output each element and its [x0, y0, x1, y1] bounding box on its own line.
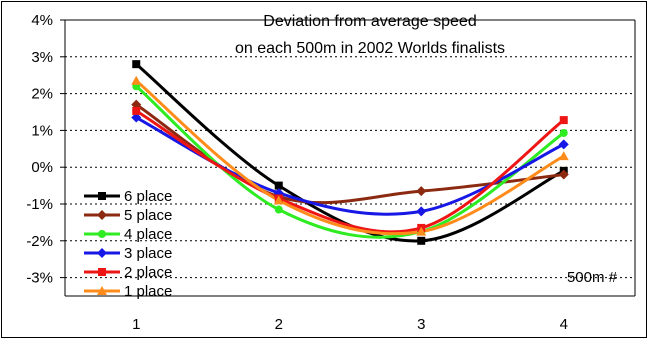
- legend-marker: [97, 286, 107, 295]
- chart-title-line-1: Deviation from average speed: [263, 13, 476, 30]
- legend-marker: [97, 248, 107, 258]
- data-point-marker: [131, 75, 142, 85]
- x-tick-label: 4: [560, 316, 568, 333]
- x-tick-label: 3: [417, 316, 425, 333]
- y-tick-label: 4%: [31, 12, 53, 29]
- x-axis-label: 500m #: [567, 269, 618, 286]
- y-tick-label: 1%: [31, 122, 53, 139]
- series-lines: [135, 63, 565, 243]
- data-point-marker: [558, 151, 569, 161]
- data-point-marker: [559, 128, 568, 137]
- data-point-marker: [417, 236, 426, 245]
- legend-label: 3 place: [124, 245, 172, 262]
- data-point-marker: [274, 205, 283, 214]
- data-point-marker: [416, 186, 427, 197]
- data-point-marker: [416, 206, 427, 217]
- x-tick-label: 1: [132, 316, 140, 333]
- legend-label: 4 place: [124, 226, 172, 243]
- series-line-6: [135, 79, 565, 236]
- data-point-marker: [416, 226, 427, 236]
- y-tick-labels: -3% -2% -1% 0% 1% 2% 3% 4%: [26, 12, 53, 287]
- legend-label: 5 place: [124, 207, 172, 224]
- series-line-5: [135, 109, 565, 234]
- data-point-marker: [559, 116, 568, 125]
- legend-label: 2 place: [124, 264, 172, 281]
- y-tick-label: -1%: [26, 196, 53, 213]
- y-tick-label: -2%: [26, 233, 53, 250]
- axes: [64, 19, 636, 297]
- chart-title-line-2: on each 500m in 2002 Worlds finalists: [235, 40, 505, 57]
- y-tick-label: 3%: [31, 49, 53, 66]
- y-tick-label: 2%: [31, 86, 53, 103]
- data-point-marker: [131, 112, 142, 123]
- data-point-marker: [558, 139, 569, 150]
- legend-label: 6 place: [124, 188, 172, 205]
- x-tick-labels: 1 2 3 4: [132, 316, 568, 333]
- data-point-marker: [558, 169, 569, 180]
- series-line-3: [135, 85, 565, 239]
- legend-label: 1 place: [124, 283, 172, 300]
- legend: 6 place 5 place 4 place 3 place 2 place 1 pla…: [84, 188, 172, 300]
- data-point-marker: [274, 181, 283, 190]
- legend-marker: [98, 268, 106, 276]
- series-markers: [131, 60, 569, 245]
- y-tick-label: 0%: [31, 159, 53, 176]
- data-point-marker: [273, 195, 284, 205]
- data-point-marker: [132, 60, 141, 69]
- y-tick-label: -3%: [26, 270, 53, 287]
- legend-marker: [98, 192, 106, 200]
- legend-marker: [98, 230, 106, 238]
- data-point-marker: [132, 106, 141, 115]
- x-tick-label: 2: [275, 316, 283, 333]
- legend-marker: [97, 210, 107, 220]
